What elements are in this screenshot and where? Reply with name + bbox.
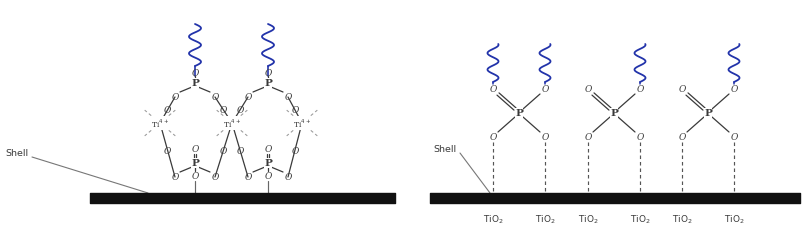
Text: Ti$^{4+}$: Ti$^{4+}$: [223, 117, 241, 130]
Text: O: O: [220, 146, 227, 155]
Text: O: O: [291, 106, 299, 115]
Text: Shell: Shell: [5, 149, 28, 158]
Text: O: O: [541, 133, 549, 142]
Text: Ti$^{4+}$: Ti$^{4+}$: [151, 117, 169, 130]
Text: O: O: [730, 133, 737, 142]
Text: O: O: [237, 146, 244, 155]
Text: O: O: [284, 173, 291, 182]
Text: TiO$_2$: TiO$_2$: [578, 213, 598, 225]
Text: O: O: [171, 173, 179, 182]
Text: O: O: [163, 106, 171, 115]
Text: TiO$_2$: TiO$_2$: [483, 213, 503, 225]
Text: O: O: [679, 85, 686, 94]
Text: O: O: [192, 69, 199, 78]
Text: O: O: [636, 85, 644, 94]
Text: O: O: [541, 85, 549, 94]
Text: Ti$^{4+}$: Ti$^{4+}$: [293, 117, 311, 130]
Text: P: P: [610, 109, 618, 118]
Text: O: O: [211, 93, 219, 102]
Text: O: O: [679, 133, 686, 142]
Text: O: O: [220, 106, 227, 115]
Text: O: O: [584, 85, 592, 94]
Text: P: P: [515, 109, 523, 118]
Text: O: O: [291, 146, 299, 155]
Text: O: O: [636, 133, 644, 142]
Text: O: O: [192, 172, 199, 181]
Text: P: P: [704, 109, 712, 118]
Text: O: O: [211, 173, 219, 182]
Text: O: O: [244, 93, 252, 102]
Text: O: O: [489, 133, 497, 142]
Text: TiO$_2$: TiO$_2$: [724, 213, 745, 225]
Text: P: P: [264, 79, 272, 88]
Text: O: O: [284, 93, 291, 102]
Text: P: P: [191, 79, 199, 88]
Text: O: O: [171, 93, 179, 102]
Text: O: O: [264, 145, 272, 154]
Text: TiO$_2$: TiO$_2$: [630, 213, 650, 225]
Text: TiO$_2$: TiO$_2$: [535, 213, 555, 225]
Text: O: O: [192, 145, 199, 154]
Text: O: O: [264, 69, 272, 78]
Text: O: O: [264, 172, 272, 181]
Text: O: O: [584, 133, 592, 142]
Text: O: O: [244, 173, 252, 182]
Text: O: O: [489, 85, 497, 94]
Text: Shell: Shell: [433, 145, 456, 154]
Text: TiO$_2$: TiO$_2$: [671, 213, 692, 225]
Text: P: P: [191, 159, 199, 168]
Text: O: O: [163, 146, 171, 155]
Text: O: O: [730, 85, 737, 94]
Text: O: O: [237, 106, 244, 115]
Text: P: P: [264, 159, 272, 168]
